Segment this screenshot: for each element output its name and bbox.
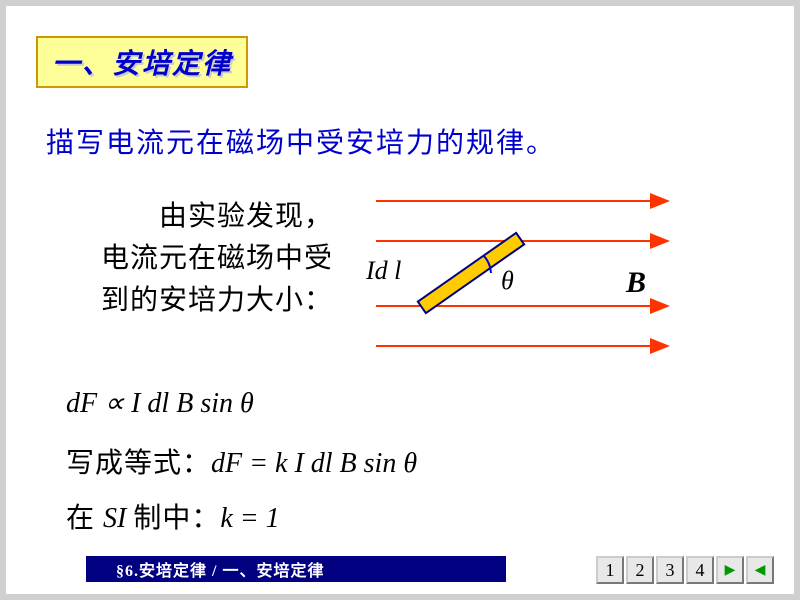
label-theta: θ	[501, 266, 514, 296]
label-B: B	[626, 266, 646, 300]
nav-page-2[interactable]: 2	[626, 556, 654, 584]
body-paragraph: 由实验发现，电流元在磁场中受到的安培力大小：	[101, 196, 361, 322]
formula3-math: k = 1	[220, 503, 279, 534]
diagram-svg	[356, 186, 736, 366]
nav-forward[interactable]: ▶	[716, 556, 744, 584]
nav-back[interactable]: ◀	[746, 556, 774, 584]
formula-equation: 写成等式：dF = k I dl B sin θ	[66, 441, 417, 481]
nav-page-1[interactable]: 1	[596, 556, 624, 584]
nav-page-4[interactable]: 4	[686, 556, 714, 584]
section-title: 一、安培定律	[36, 36, 248, 88]
formula2-math: dF = k I dl B sin θ	[211, 448, 417, 479]
intro-text: 描写电流元在磁场中受安培力的规律。	[46, 121, 556, 161]
formula3-si: SI	[103, 503, 133, 534]
formula-proportional: dF ∝ I dl B sin θ	[66, 386, 254, 420]
label-idl: Id l	[366, 256, 401, 286]
nav-controls: 1 2 3 4 ▶ ◀	[596, 556, 774, 584]
formula3-cn2: 制中：	[133, 503, 220, 534]
formula-si: 在 SI 制中：k = 1	[66, 496, 280, 536]
formula3-cn1: 在	[66, 503, 103, 534]
formula2-label: 写成等式：	[66, 448, 211, 479]
footer-breadcrumb: §6.安培定律 / 一、安培定律	[86, 556, 506, 582]
nav-page-3[interactable]: 3	[656, 556, 684, 584]
field-diagram: Id l θ B	[356, 186, 736, 366]
